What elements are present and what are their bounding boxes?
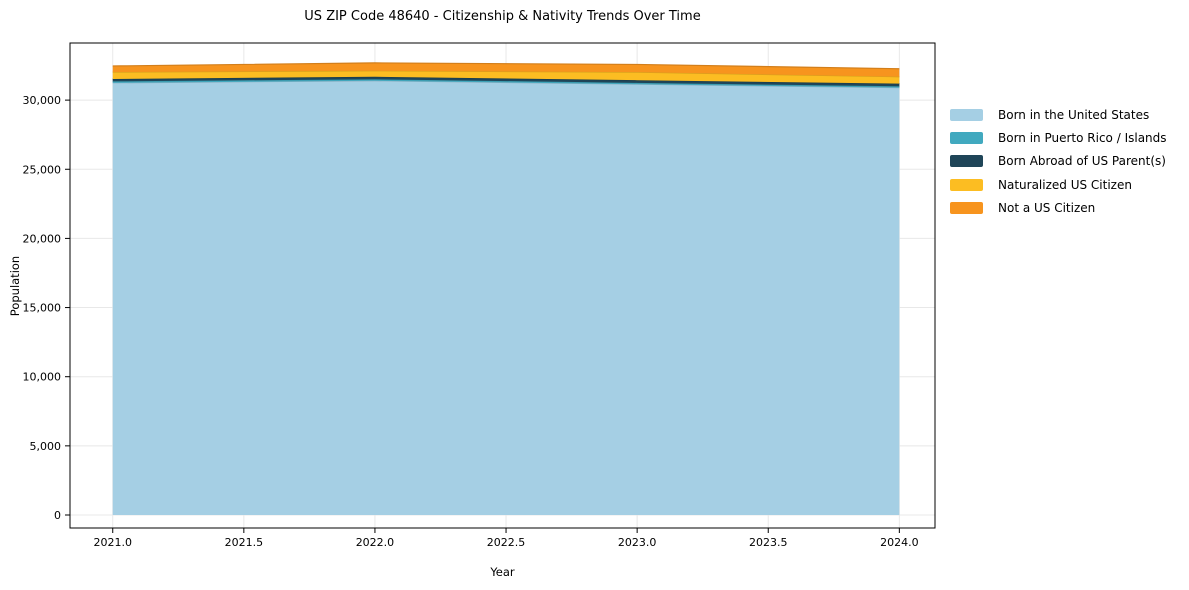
area-series xyxy=(112,62,900,77)
x-tick-label: 2024.0 xyxy=(880,536,919,549)
y-tick-label: 15,000 xyxy=(23,302,62,315)
legend-swatch xyxy=(950,202,983,215)
y-tick-label: 10,000 xyxy=(23,371,62,384)
y-tick-label: 25,000 xyxy=(23,163,62,176)
y-axis-title: Population xyxy=(8,255,22,317)
legend-item: Born in the United States xyxy=(950,103,1167,126)
x-tick-label: 2021.0 xyxy=(93,536,132,549)
x-tick-label: 2022.0 xyxy=(356,536,395,549)
x-axis-title: Year xyxy=(490,565,515,579)
legend-swatch xyxy=(950,178,983,191)
legend: Born in the United States Born in Puerto … xyxy=(950,103,1167,220)
area-series xyxy=(112,76,900,87)
legend-item: Naturalized US Citizen xyxy=(950,173,1167,196)
area-series-edge xyxy=(112,62,900,70)
legend-label: Born Abroad of US Parent(s) xyxy=(998,154,1166,169)
x-tick-label: 2023.0 xyxy=(618,536,657,549)
y-tick-label: 0 xyxy=(54,509,61,522)
y-tick-label: 5,000 xyxy=(30,440,62,453)
area-series xyxy=(112,80,900,515)
plot-border xyxy=(69,42,936,529)
x-tick-label: 2023.5 xyxy=(749,536,788,549)
legend-label: Born in the United States xyxy=(998,107,1150,122)
x-tick-label: 2021.5 xyxy=(225,536,264,549)
y-tick-label: 20,000 xyxy=(23,232,62,245)
legend-item: Born Abroad of US Parent(s) xyxy=(950,150,1167,173)
legend-item: Born in Puerto Rico / Islands xyxy=(950,126,1167,149)
legend-label: Born in Puerto Rico / Islands xyxy=(998,131,1167,146)
legend-item: Not a US Citizen xyxy=(950,197,1167,220)
chart-title: US ZIP Code 48640 - Citizenship & Nativi… xyxy=(304,9,701,24)
x-tick-label: 2022.5 xyxy=(487,536,526,549)
legend-swatch xyxy=(950,108,983,121)
legend-swatch xyxy=(950,155,983,168)
legend-label: Not a US Citizen xyxy=(998,201,1096,216)
area-series xyxy=(112,70,900,84)
legend-swatch xyxy=(950,132,983,145)
legend-label: Naturalized US Citizen xyxy=(998,177,1132,192)
y-tick-label: 30,000 xyxy=(23,94,62,107)
